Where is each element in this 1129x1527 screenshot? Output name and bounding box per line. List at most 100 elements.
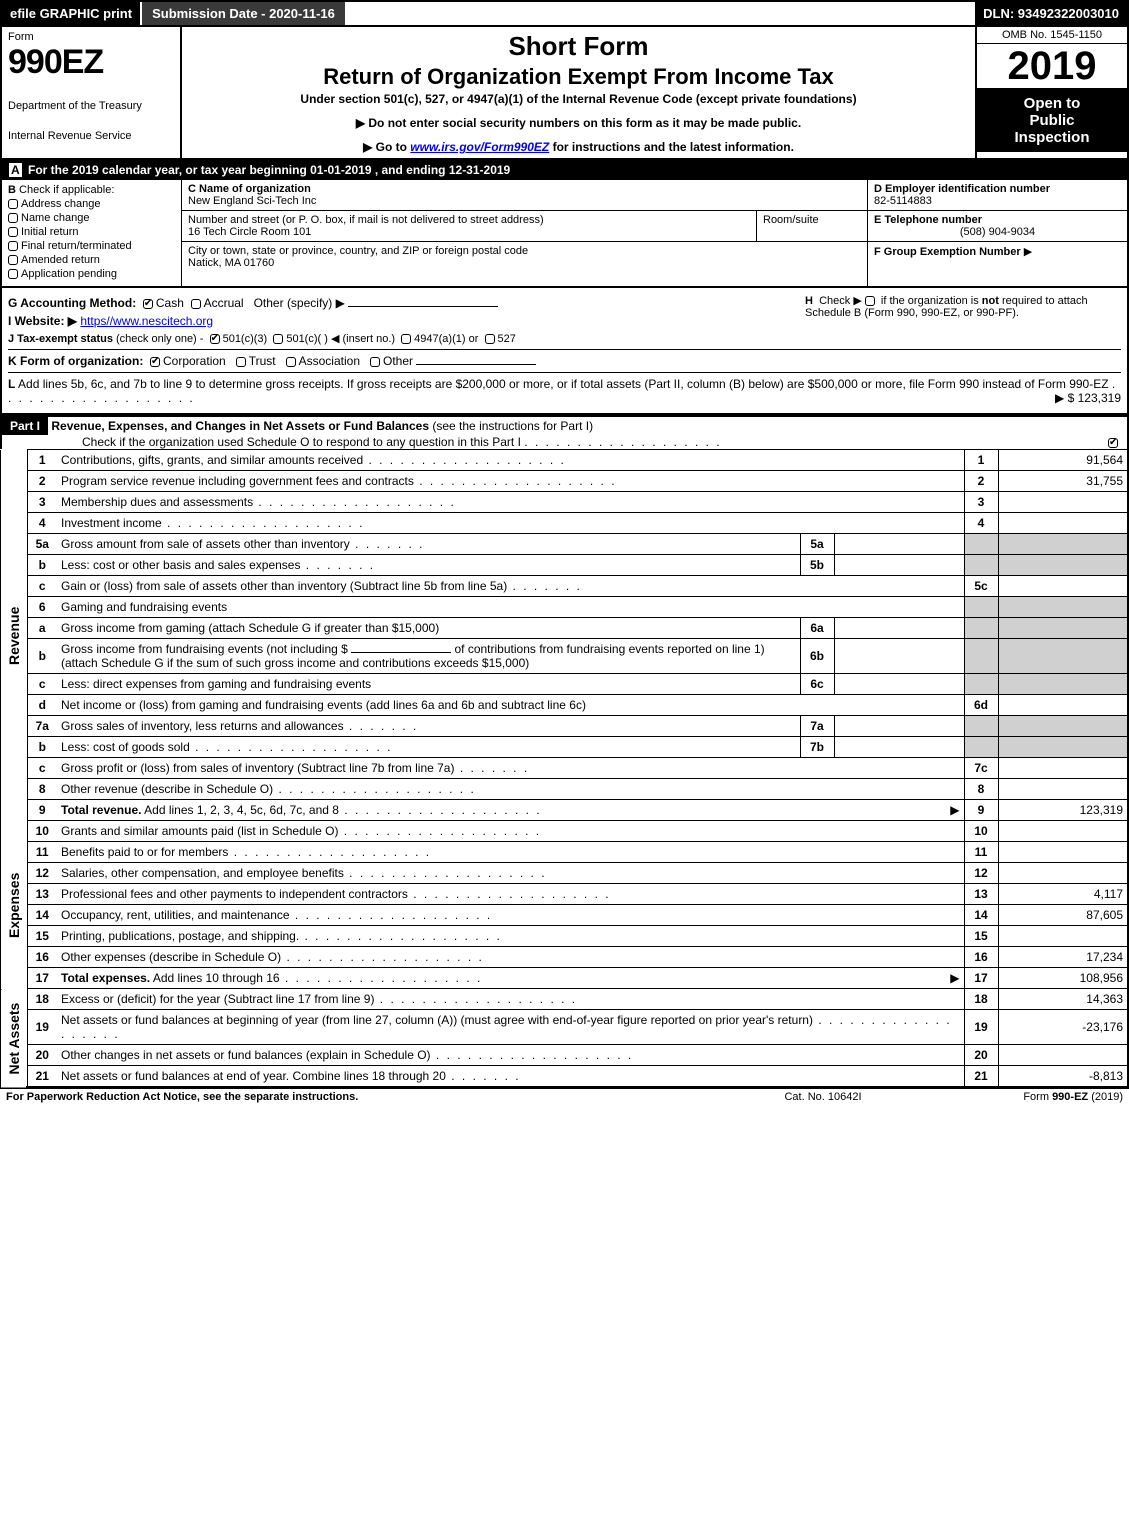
desc-7b: Less: cost of goods sold — [57, 737, 800, 758]
checkbox-icon[interactable] — [191, 299, 201, 309]
shade-cell — [998, 716, 1128, 737]
ln-4: 4 — [27, 513, 57, 534]
dots-icon — [290, 908, 493, 922]
desc-3: Membership dues and assessments — [57, 492, 964, 513]
checkbox-icon[interactable] — [401, 334, 411, 344]
checkbox-icon[interactable] — [236, 357, 246, 367]
checkbox-icon[interactable] — [370, 357, 380, 367]
checkbox-icon[interactable] — [8, 269, 18, 279]
desc-8-text: Other revenue (describe in Schedule O) — [61, 782, 273, 796]
checkbox-icon[interactable] — [210, 334, 220, 344]
g-label: G Accounting Method: — [8, 296, 136, 310]
table-row: 13 Professional fees and other payments … — [1, 884, 1128, 905]
desc-12: Salaries, other compensation, and employ… — [57, 863, 964, 884]
desc-14-text: Occupancy, rent, utilities, and maintena… — [61, 908, 290, 922]
part1-header-row: Part I Revenue, Expenses, and Changes in… — [0, 415, 1129, 449]
k-other-blank[interactable] — [416, 364, 536, 365]
part1-title-suffix: (see the instructions for Part I) — [432, 419, 593, 433]
irs-link[interactable]: www.irs.gov/Form990EZ — [410, 140, 549, 154]
chk-amended-return[interactable]: Amended return — [8, 254, 175, 266]
entity-block: B Check if applicable: Address change Na… — [0, 180, 1129, 288]
side-net-assets: Net Assets — [1, 989, 27, 1088]
rtln-11: 11 — [964, 842, 998, 863]
table-row: 5a Gross amount from sale of assets othe… — [1, 534, 1128, 555]
title-return-exempt: Return of Organization Exempt From Incom… — [188, 64, 969, 90]
k-other: Other — [383, 354, 413, 368]
checkbox-icon[interactable] — [8, 227, 18, 237]
l-text: Add lines 5b, 6c, and 7b to line 9 to de… — [18, 377, 1109, 391]
checkbox-icon[interactable] — [865, 296, 875, 306]
open-to: Open to — [979, 95, 1125, 112]
website-link[interactable]: https//www.nescitech.org — [80, 314, 213, 328]
amt-9: 123,319 — [998, 800, 1128, 821]
checkbox-icon[interactable] — [273, 334, 283, 344]
k-trust: Trust — [249, 354, 276, 368]
city-label: City or town, state or province, country… — [188, 245, 528, 257]
footer-form-bold: 990-EZ — [1052, 1091, 1088, 1103]
amt-10 — [998, 821, 1128, 842]
chk-application-pending[interactable]: Application pending — [8, 268, 175, 280]
desc-11-text: Benefits paid to or for members — [61, 845, 228, 859]
checkbox-icon[interactable] — [8, 241, 18, 251]
checkbox-icon[interactable] — [485, 334, 495, 344]
checkbox-icon[interactable] — [1108, 438, 1118, 448]
rtln-20: 20 — [964, 1045, 998, 1066]
table-row: 2 Program service revenue including gove… — [1, 471, 1128, 492]
submission-date-label: Submission Date - 2020-11-16 — [140, 2, 347, 25]
h-label: H — [805, 295, 813, 307]
amt-18: 14,363 — [998, 989, 1128, 1010]
desc-18-text: Excess or (deficit) for the year (Subtra… — [61, 992, 374, 1006]
amt-4 — [998, 513, 1128, 534]
k-assoc: Association — [299, 354, 360, 368]
table-row: 8 Other revenue (describe in Schedule O)… — [1, 779, 1128, 800]
desc-6b-pre: Gross income from fundraising events (no… — [61, 642, 351, 656]
inner-7a: 7a — [800, 716, 834, 737]
checkbox-icon[interactable] — [8, 255, 18, 265]
desc-21: Net assets or fund balances at end of ye… — [57, 1066, 964, 1088]
room-label: Room/suite — [763, 214, 819, 226]
top-bar: efile GRAPHIC print Submission Date - 20… — [0, 0, 1129, 25]
f-label: F Group Exemption Number — [874, 246, 1021, 258]
table-row: 7a Gross sales of inventory, less return… — [1, 716, 1128, 737]
table-row: Expenses 10 Grants and similar amounts p… — [1, 821, 1128, 842]
dots-icon — [299, 929, 502, 943]
amt-12 — [998, 863, 1128, 884]
ln-3: 3 — [27, 492, 57, 513]
table-row: d Net income or (loss) from gaming and f… — [1, 695, 1128, 716]
side-revenue: Revenue — [1, 450, 27, 821]
table-row: 9 Total revenue. Add lines 1, 2, 3, 4, 5… — [1, 800, 1128, 821]
org-name: New England Sci-Tech Inc — [188, 195, 316, 207]
desc-18: Excess or (deficit) for the year (Subtra… — [57, 989, 964, 1010]
inneramt-7b — [834, 737, 964, 758]
rtln-3: 3 — [964, 492, 998, 513]
amt-2: 31,755 — [998, 471, 1128, 492]
dots-icon — [344, 719, 419, 733]
checkbox-icon[interactable] — [286, 357, 296, 367]
desc-12-text: Salaries, other compensation, and employ… — [61, 866, 344, 880]
chk-address-change[interactable]: Address change — [8, 198, 175, 210]
form-word: Form — [8, 31, 174, 43]
desc-19: Net assets or fund balances at beginning… — [57, 1010, 964, 1045]
header-subtext: Under section 501(c), 527, or 4947(a)(1)… — [188, 92, 969, 106]
period-a: A — [8, 162, 23, 178]
table-row: 19 Net assets or fund balances at beginn… — [1, 1010, 1128, 1045]
rtln-21: 21 — [964, 1066, 998, 1088]
table-row: Revenue 1 Contributions, gifts, grants, … — [1, 450, 1128, 471]
g-other-blank[interactable] — [348, 306, 498, 307]
checkbox-icon[interactable] — [150, 357, 160, 367]
checkbox-icon[interactable] — [143, 299, 153, 309]
desc-8: Other revenue (describe in Schedule O) — [57, 779, 964, 800]
chk-address-change-label: Address change — [21, 198, 101, 210]
desc-6: Gaming and fundraising events — [57, 597, 964, 618]
checkbox-icon[interactable] — [8, 199, 18, 209]
chk-initial-return[interactable]: Initial return — [8, 226, 175, 238]
efile-print-label[interactable]: efile GRAPHIC print — [2, 2, 140, 25]
amt-11 — [998, 842, 1128, 863]
chk-name-change[interactable]: Name change — [8, 212, 175, 224]
checkbox-icon[interactable] — [8, 213, 18, 223]
blank-6b[interactable] — [351, 652, 451, 653]
dots-icon — [280, 971, 483, 985]
ln-6a: a — [27, 618, 57, 639]
desc-19-text: Net assets or fund balances at beginning… — [61, 1013, 813, 1027]
chk-final-return[interactable]: Final return/terminated — [8, 240, 175, 252]
